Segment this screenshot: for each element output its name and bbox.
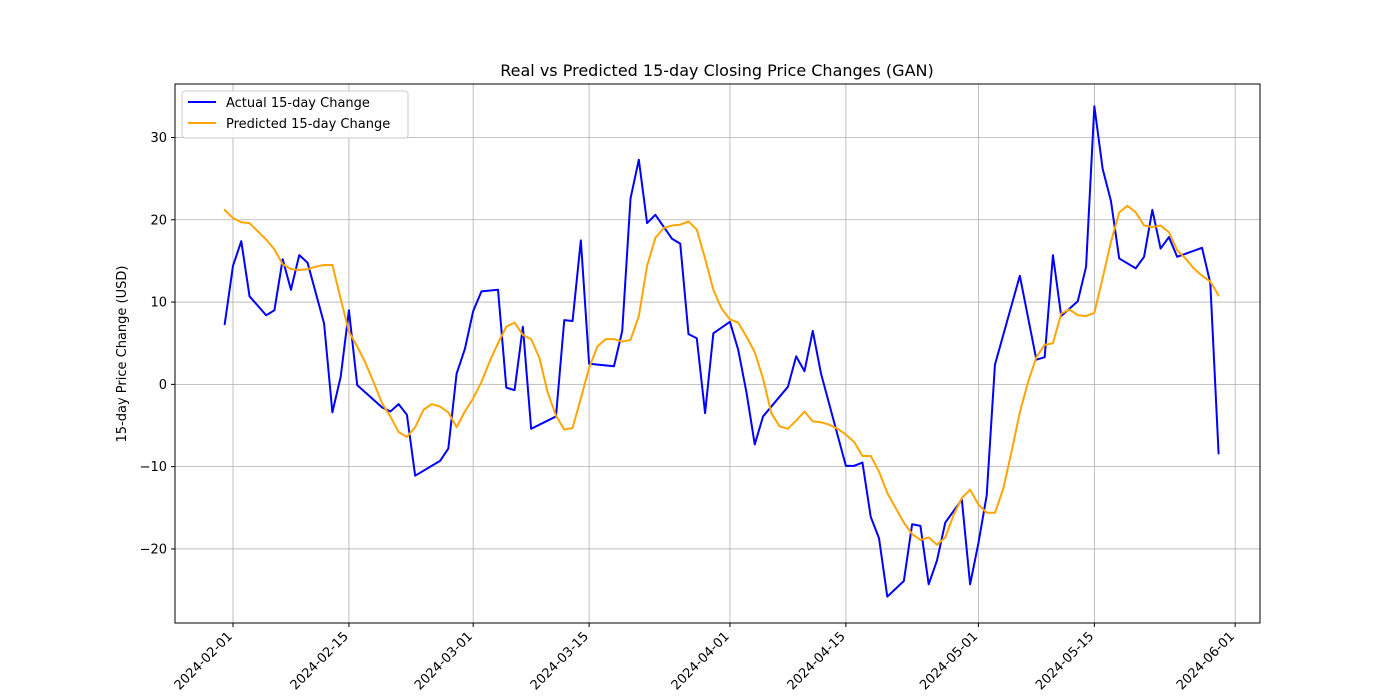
y-tick-label: 0 [159, 378, 167, 393]
grid-lines [175, 84, 1260, 623]
y-tick-label: 10 [150, 296, 167, 311]
y-tick-label: −20 [140, 542, 167, 557]
series-line-predicted [223, 204, 1220, 546]
series-layer [223, 105, 1220, 598]
legend-label-actual: Actual 15-day Change [226, 96, 370, 111]
y-axis-label: 15-day Price Change (USD) [115, 266, 130, 443]
y-tick-label: −10 [140, 460, 167, 475]
y-tick-label: 30 [150, 131, 167, 146]
series-line-actual [223, 105, 1220, 598]
plot-frame [174, 83, 1261, 624]
legend-label-predicted: Predicted 15-day Change [226, 117, 390, 132]
chart-title: Real vs Predicted 15-day Closing Price C… [500, 61, 933, 80]
y-tick-label: 20 [150, 213, 167, 228]
legend: Actual 15-day Change Predicted 15-day Ch… [181, 90, 409, 139]
legend-box [181, 90, 409, 139]
